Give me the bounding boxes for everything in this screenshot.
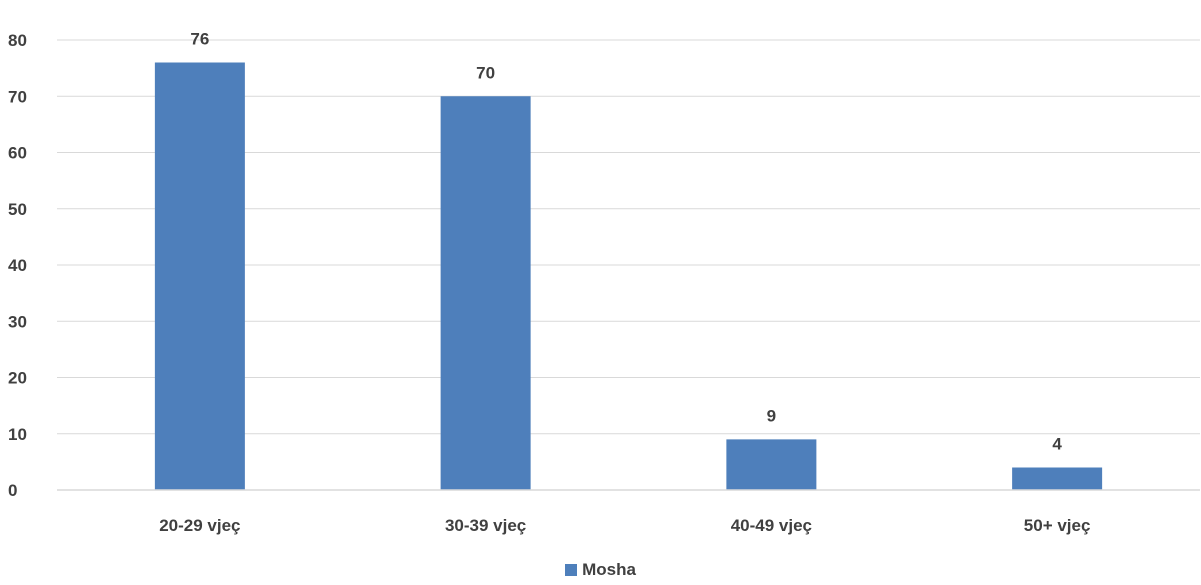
y-tick-label: 20	[8, 369, 27, 388]
legend: Mosha	[0, 560, 1201, 580]
y-tick-label: 40	[8, 256, 27, 275]
bar	[440, 96, 531, 490]
data-label: 4	[1052, 435, 1062, 454]
y-tick-label: 10	[8, 425, 27, 444]
x-tick-label: 40-49 vjeç	[731, 516, 812, 535]
bar	[154, 62, 245, 490]
data-label: 76	[190, 30, 209, 49]
data-label: 70	[476, 63, 495, 82]
y-tick-label: 50	[8, 200, 27, 219]
x-tick-label: 20-29 vjeç	[159, 516, 240, 535]
y-tick-label: 60	[8, 144, 27, 163]
y-tick-label: 30	[8, 312, 27, 331]
bar	[726, 439, 817, 490]
y-tick-label: 80	[8, 31, 27, 50]
legend-swatch	[565, 564, 578, 576]
x-tick-label: 30-39 vjeç	[445, 516, 526, 535]
legend-label: Mosha	[582, 560, 636, 579]
bar	[1012, 467, 1103, 490]
x-tick-label: 50+ vjeç	[1024, 516, 1091, 535]
y-tick-label: 0	[8, 481, 17, 500]
y-tick-label: 70	[8, 87, 27, 106]
data-label: 9	[767, 406, 776, 425]
